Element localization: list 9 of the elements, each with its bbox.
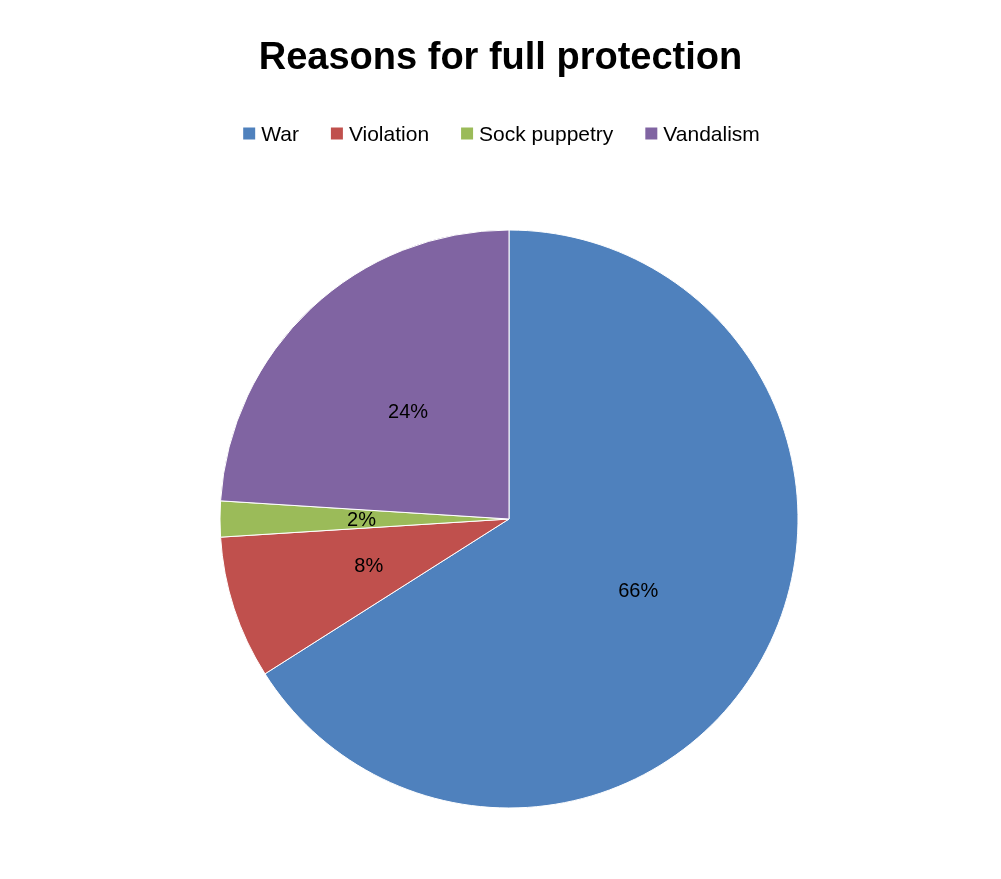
data-label: 66% [618, 579, 659, 602]
data-label: 8% [354, 553, 384, 576]
chart-title: Reasons for full protection [258, 35, 743, 77]
legend-label: War [261, 122, 299, 145]
legend-label: Violation [348, 122, 430, 145]
data-label: 24% [388, 400, 429, 423]
legend-label: Vandalism [663, 122, 760, 145]
data-label: 2% [347, 508, 377, 530]
legend-label: Sock puppetry [479, 122, 614, 145]
